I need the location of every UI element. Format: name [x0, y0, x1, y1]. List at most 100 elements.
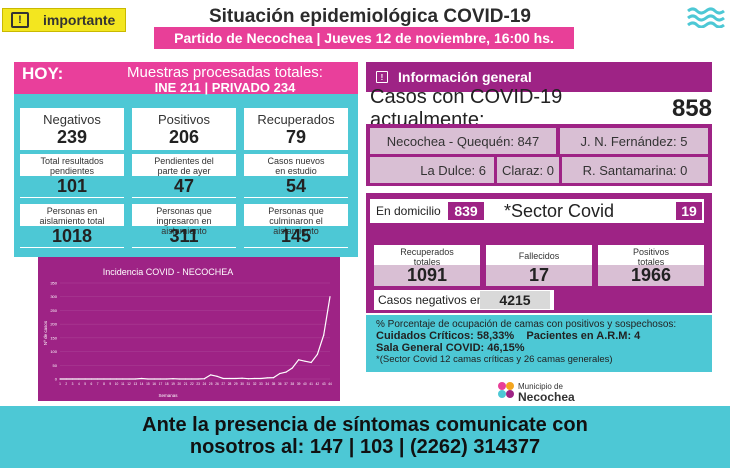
- chart-point: [178, 378, 180, 380]
- hoy-bar: [14, 62, 358, 94]
- chart-point: [304, 360, 306, 362]
- stat-value: 311: [132, 226, 236, 247]
- domicilio-value: 839: [448, 202, 484, 220]
- ocupacion-camas: % Porcentaje de ocupación de camas con p…: [366, 315, 712, 372]
- chart-xtick-label: 41: [309, 382, 313, 386]
- chart-xtick-label: 16: [152, 382, 156, 386]
- casos-value: 858: [671, 95, 712, 122]
- chart-xtick-label: 5: [84, 382, 86, 386]
- chart-xtick-label: 26: [215, 382, 219, 386]
- badge-label: importante: [43, 12, 116, 28]
- stat-label: Personas que ingresaron en aislamiento: [156, 206, 212, 236]
- chart-xtick-label: 20: [178, 382, 182, 386]
- stat-label: Negativos: [43, 112, 101, 127]
- stat-value: 79: [285, 127, 307, 147]
- chart-xtick-label: 11: [121, 382, 125, 386]
- chart-xtick-label: 8: [103, 382, 105, 386]
- stat-value: 101: [20, 176, 124, 197]
- chart-point: [128, 378, 130, 380]
- chart-xtick-label: 21: [184, 382, 188, 386]
- beds-title: % Porcentaje de ocupación de camas con p…: [376, 319, 677, 330]
- chart-point: [329, 296, 331, 298]
- chart-point: [147, 378, 149, 380]
- loc-claraz: Claraz: 0: [497, 157, 559, 183]
- chart-point: [203, 378, 206, 380]
- chart-point: [59, 378, 61, 380]
- stat-positivos: Positivos 206: [132, 108, 236, 150]
- chart-point: [184, 378, 187, 380]
- chart-point: [122, 378, 124, 380]
- stat-label: Positivos: [157, 112, 211, 127]
- chart-xtick-label: 13: [134, 382, 138, 386]
- chart-xtick-label: 29: [234, 382, 238, 386]
- chart-point: [260, 377, 262, 380]
- warning-icon: !: [376, 71, 388, 83]
- chart-ytick-label: 100: [50, 349, 57, 354]
- chart-xtick-label: 42: [316, 382, 320, 386]
- footer-line1: Ante la presencia de síntomas comunicate…: [142, 414, 588, 436]
- chart-point: [241, 377, 243, 379]
- negativos-total-value: 4215: [480, 291, 550, 309]
- stat-pendientes-ayer: Pendientes del parte de ayer 47: [132, 154, 236, 198]
- stat-ingresaron: Personas que ingresaron en aislamiento 3…: [132, 204, 236, 248]
- chart-xtick-label: 37: [284, 382, 288, 386]
- footer-line2: nosotros al: 147 | 103 | (2262) 314377: [189, 436, 541, 458]
- chart-xtick-label: 39: [297, 382, 301, 386]
- loc-necochea: Necochea - Quequén: 847: [370, 128, 556, 154]
- stat-negativos: Negativos 239: [20, 108, 124, 150]
- warning-icon: !: [11, 12, 29, 28]
- chart-point: [90, 378, 92, 380]
- total-label: Fallecidos: [518, 251, 560, 261]
- chart-ytick-label: 350: [50, 281, 57, 286]
- municipio-logo: Municipio de Necochea: [496, 378, 586, 406]
- stat-label: Recuperados: [257, 112, 335, 127]
- chart-xtick-label: 6: [91, 382, 93, 386]
- chart-point: [228, 377, 231, 380]
- stat-value: 206: [168, 127, 200, 147]
- loc-fernandez: J. N. Fernández: 5: [560, 128, 708, 154]
- muestras-detail: INE 211 | PRIVADO 234: [154, 80, 296, 95]
- chart-xtick-label: 24: [203, 382, 207, 386]
- chart-series-line: [60, 296, 331, 380]
- chart-point: [109, 378, 111, 380]
- muestras-title: Muestras procesadas totales:: [127, 64, 323, 81]
- stat-label: Personas en aislamiento total: [39, 206, 105, 226]
- stat-aislamiento-total: Personas en aislamiento total 1018: [20, 204, 124, 248]
- chart-point: [197, 378, 199, 380]
- chart-xtick-label: 34: [265, 382, 269, 386]
- incidence-chart: Incidencia COVID - NECOCHEA Nº de casos …: [43, 267, 332, 398]
- stat-value: 145: [244, 226, 348, 247]
- chart-xtick-label: 14: [140, 382, 144, 386]
- chart-xtick-label: 23: [196, 382, 200, 386]
- total-value: 1966: [598, 265, 704, 286]
- chart-xtick-label: 38: [291, 382, 295, 386]
- incidence-chart-panel: [38, 257, 340, 401]
- chart-point: [266, 377, 268, 379]
- chart-ylabel: Nº de casos: [43, 320, 48, 345]
- chart-ytick-label: 50: [53, 363, 58, 368]
- logo-line1: Municipio de: [518, 382, 563, 391]
- chart-point: [222, 377, 224, 380]
- stat-label: Pendientes del parte de ayer: [154, 156, 214, 176]
- stat-recuperados: Recuperados 79: [244, 108, 348, 150]
- total-positivos: Positivos totales 1966: [598, 245, 704, 286]
- stat-value: 47: [132, 176, 236, 197]
- chart-point: [316, 353, 319, 355]
- chart-point: [298, 359, 300, 361]
- stat-label: Total resultados pendientes: [40, 156, 104, 176]
- chart-xtick-label: 22: [190, 382, 194, 386]
- chart-xtick-label: 12: [127, 382, 131, 386]
- page-title: Situación epidemiológica COVID-19: [208, 6, 531, 27]
- hoy-label: HOY:: [22, 64, 64, 83]
- chart-point: [159, 378, 162, 380]
- sector-covid-value: 19: [676, 202, 702, 220]
- chart-ytick-label: 200: [50, 322, 57, 327]
- beds-sala-general: Sala General COVID: 46,15%: [376, 342, 525, 354]
- chart-xtick-label: 31: [247, 382, 251, 386]
- chart-point: [65, 378, 67, 380]
- stat-value: 54: [244, 176, 348, 197]
- chart-point: [191, 378, 193, 380]
- casos-actuales: Casos con COVID-19 actualmente: 858: [366, 86, 712, 131]
- info-general-header: ! Información general: [366, 62, 712, 92]
- chart-xtick-label: 9: [109, 382, 111, 386]
